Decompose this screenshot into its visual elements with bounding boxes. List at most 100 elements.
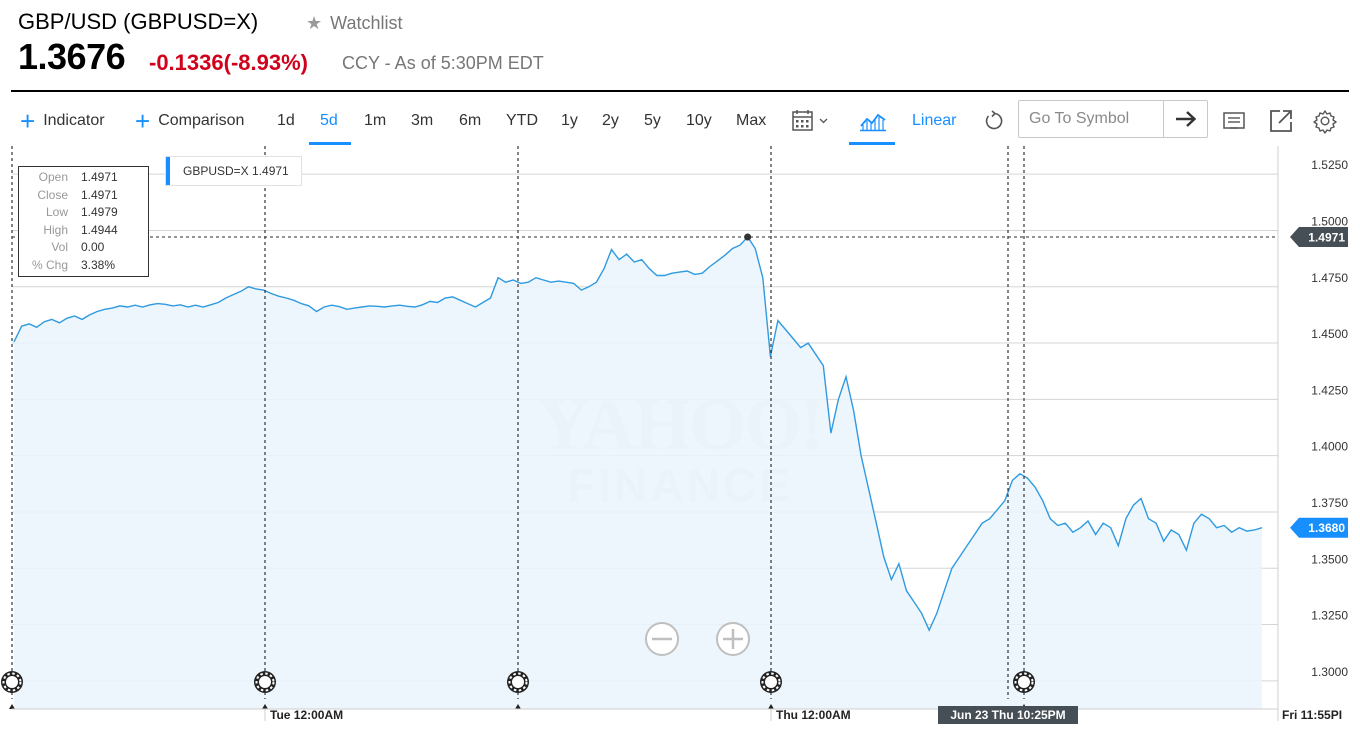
event-marker-dot [1018,676,1030,688]
range-3m[interactable]: 3m [411,112,434,129]
event-marker[interactable] [760,671,782,709]
value-tags: 1.4971 1.3680 [1290,226,1348,538]
go-button[interactable] [1163,101,1208,137]
event-marker-ring [508,672,528,692]
event-marker[interactable] [1,671,23,709]
event-marker-lines [11,146,1025,699]
y-tick-label: 1.5000 [1311,214,1348,228]
ohlc-label: High [43,222,68,237]
y-tick-label: 1.3500 [1311,552,1348,566]
x-crosshair-tag-bg [938,706,1078,724]
range-1d[interactable]: 1d [277,112,295,129]
range-1m[interactable]: 1m [364,112,387,129]
series-legend[interactable]: GBPUSD=X 1.4971 [165,156,302,186]
ohlc-label: Close [37,187,68,202]
plus-icon: + [20,106,36,136]
ohlc-row-close: Close 1.4971 [19,188,150,205]
y-tick-label: 1.4250 [1311,383,1348,397]
series-color-swatch [166,157,170,185]
x-axis: Tue 12:00AM Thu 12:00AM Jun 23 Thu 10:25PM… [12,706,1342,724]
as-of-timestamp: CCY - As of 5:30PM EDT [342,53,544,73]
last-price-tag-bg [1290,517,1348,538]
event-marker-pointer [515,704,521,709]
price-chart[interactable]: YAHOO!FINANCE 1.30001.32501.35001.37501.… [0,146,1360,730]
y-tick-label: 1.5250 [1311,158,1348,172]
range-max[interactable]: Max [736,112,767,129]
undo-icon [985,110,1003,130]
chart-type-button[interactable] [859,106,887,136]
ohlc-value: 3.38% [81,257,116,272]
price-area-fill [14,237,1262,709]
active-range-underline [309,142,351,145]
event-marker-dot [259,676,271,688]
x-crosshair-tag-label: Jun 23 Thu 10:25PM [950,708,1065,722]
price-change-value: -0.1336 [149,50,224,75]
crosshair-value-tag-label: 1.4971 [1308,230,1345,244]
fullscreen-button[interactable] [1268,106,1294,136]
ohlc-value: 1.4944 [81,222,118,237]
crosshair-value-tag-bg [1290,226,1348,247]
ohlc-value: 1.4971 [81,187,118,202]
ohlc-label: Vol [51,240,68,254]
event-marker-pointer [9,704,15,709]
y-tick-label: 1.3000 [1311,665,1348,679]
range-2y[interactable]: 2y [602,112,619,129]
range-5y[interactable]: 5y [644,112,661,129]
ohlc-row-low: Low 1.4979 [19,205,150,222]
watchlist-button[interactable]: ★ Watchlist [306,13,402,34]
event-marker-dot [6,676,18,688]
comparison-button[interactable]: + Comparison [135,106,244,136]
zoom-controls[interactable] [645,622,750,656]
range-10y[interactable]: 10y [686,112,712,129]
events-button[interactable] [1222,106,1246,136]
ohlc-row-vol: Vol 0.00 [19,240,150,257]
ohlc-value: 1.4979 [81,205,118,219]
x-tick-label: Thu 12:00AM [776,708,851,722]
price-line [13,235,1263,632]
ohlc-value: 1.4971 [81,170,118,184]
event-marker-pointer [262,704,268,709]
symbol-title: GBP/USD (GBPUSD=X) [18,9,259,34]
crosshair [12,233,1278,241]
range-1y[interactable]: 1y [561,112,578,129]
event-markers[interactable] [1,671,1035,709]
event-marker-ring [761,672,781,692]
event-marker[interactable] [254,671,276,709]
watchlist-label: Watchlist [330,13,403,33]
current-price: 1.3676 [18,36,126,77]
crosshair-dot [744,233,752,241]
zoom-out-button[interactable] [645,622,679,656]
date-range-button[interactable] [791,106,829,136]
area-chart-icon [860,113,886,132]
gear-icon [1313,110,1337,134]
event-marker[interactable] [507,671,529,709]
scale-toggle[interactable]: Linear [912,112,957,129]
calendar-icon [792,110,828,131]
last-price-tag-label: 1.3680 [1308,521,1345,535]
indicator-button[interactable]: + Indicator [20,106,105,136]
y-tick-label: 1.4500 [1311,327,1348,341]
ohlc-label: % Chg [31,257,68,272]
series-legend-label: GBPUSD=X 1.4971 [183,164,289,178]
chart-type-underline [849,142,895,145]
price-change: -0.1336(-8.93%) [149,50,308,76]
indicator-label: Indicator [43,112,105,129]
ohlc-row-open: Open 1.4971 [19,170,150,187]
ohlc-row-pct-chg: % Chg 3.38% [19,258,150,275]
range-6m[interactable]: 6m [459,112,482,129]
y-tick-label: 1.4000 [1311,440,1348,454]
y-tick-label: 1.3250 [1311,609,1348,623]
event-marker-ring [255,672,275,692]
x-tick-label: Fri 11:55PI [1282,708,1342,722]
go-to-symbol-input[interactable] [1019,101,1162,137]
comparison-label: Comparison [158,112,245,129]
reset-button[interactable] [982,106,1006,136]
range-5d[interactable]: 5d [320,112,338,129]
settings-button[interactable] [1312,106,1338,136]
range-ytd[interactable]: YTD [506,112,538,129]
zoom-in-button[interactable] [716,622,750,656]
external-link-icon [1270,110,1292,132]
header-divider [11,90,1349,92]
star-icon: ★ [306,13,323,33]
price-change-percent: (-8.93%) [223,50,308,75]
